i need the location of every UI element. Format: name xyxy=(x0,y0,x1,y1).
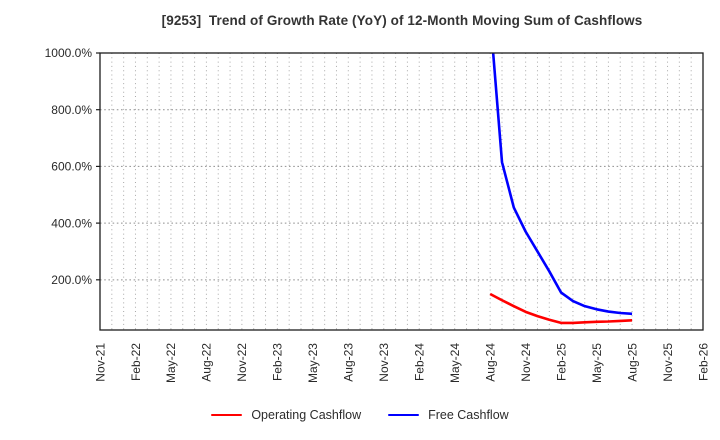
x-tick-label: Aug-23 xyxy=(342,343,356,382)
x-tick-label: Aug-22 xyxy=(200,343,214,382)
y-tick-label: 800.0% xyxy=(51,103,92,117)
y-tick-label: 600.0% xyxy=(51,160,92,174)
x-tick-label: Nov-25 xyxy=(661,343,675,382)
series-line-operating-cashflow xyxy=(489,292,633,325)
legend-label-free-cashflow: Free Cashflow xyxy=(428,407,509,422)
x-tick-label: Aug-24 xyxy=(483,343,497,382)
x-tick-labels: Nov-21 Feb-22 May-22 Aug-22 Nov-22 Feb-23 May-… xyxy=(93,343,710,383)
legend-item-operating-cashflow: Operating Cashflow xyxy=(211,409,361,422)
x-tick-label: Feb-22 xyxy=(129,343,143,381)
operating-cashflow-line-swatch xyxy=(211,413,243,417)
free-cashflow-line-swatch xyxy=(388,413,420,417)
y-tick-label: 200.0% xyxy=(51,273,92,287)
x-tick-label: Nov-24 xyxy=(519,343,533,382)
x-tick-label: Feb-23 xyxy=(271,343,285,381)
x-tick-label: Feb-24 xyxy=(413,343,427,381)
legend-item-free-cashflow: Free Cashflow xyxy=(388,409,509,422)
x-tick-label: Feb-25 xyxy=(554,343,568,381)
x-tick-label: Feb-26 xyxy=(696,343,710,381)
x-tick-label: May-24 xyxy=(448,343,462,383)
x-tick-label: Nov-23 xyxy=(377,343,391,382)
x-tick-label: May-22 xyxy=(164,343,178,383)
y-tick-label: 1000.0% xyxy=(45,46,93,60)
x-tick-label: May-23 xyxy=(306,343,320,383)
legend-label-operating-cashflow: Operating Cashflow xyxy=(251,407,362,422)
vertical-gridlines xyxy=(111,53,692,330)
legend: Operating Cashflow Free Cashflow xyxy=(0,405,720,425)
y-tick-label: 400.0% xyxy=(51,216,92,230)
x-tick-label: Nov-21 xyxy=(93,343,107,382)
y-tick-labels: 200.0% 400.0% 600.0% 800.0% 1000.0% xyxy=(45,46,100,287)
horizontal-gridlines xyxy=(100,109,703,281)
plot-border xyxy=(99,52,704,331)
chart-title: [9253] Trend of Growth Rate (YoY) of 12-… xyxy=(161,13,643,28)
x-tick-label: Aug-25 xyxy=(625,343,639,382)
x-tick-label: Nov-22 xyxy=(235,343,249,382)
series-line-free-cashflow xyxy=(491,53,633,316)
x-tick-label: May-25 xyxy=(590,343,604,383)
